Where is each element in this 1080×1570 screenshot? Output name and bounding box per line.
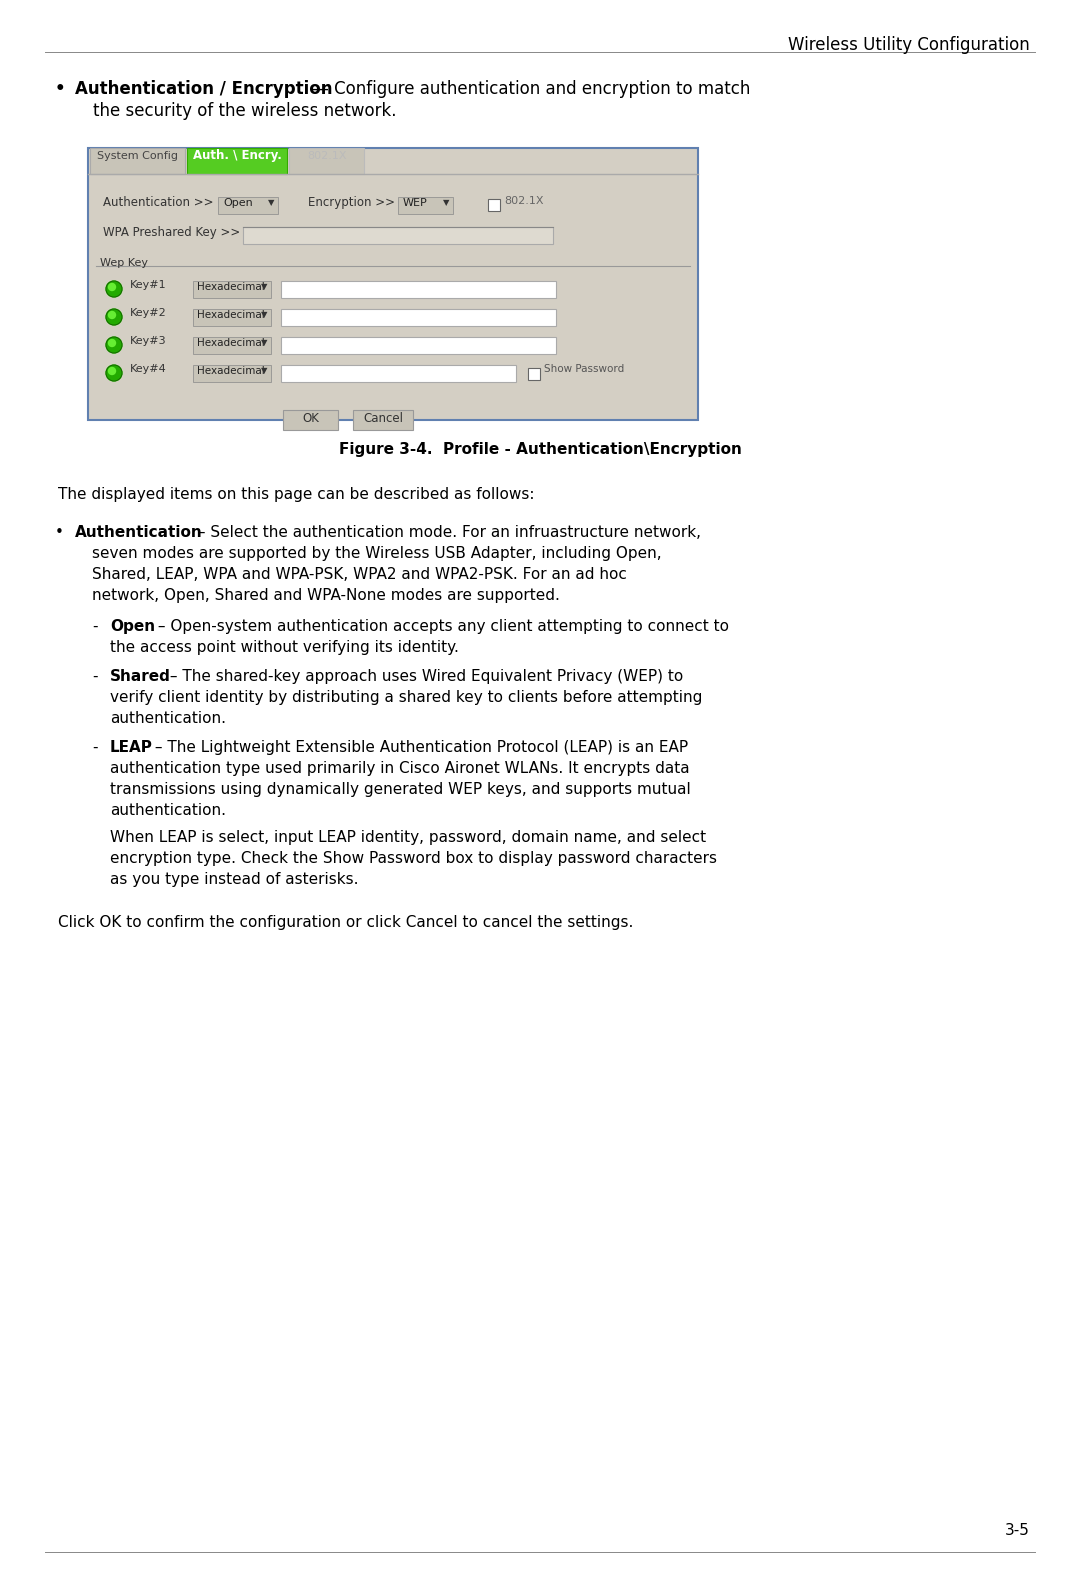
Circle shape xyxy=(108,311,116,319)
FancyBboxPatch shape xyxy=(90,148,185,174)
Circle shape xyxy=(108,339,116,347)
Text: Key#4: Key#4 xyxy=(130,364,166,374)
FancyBboxPatch shape xyxy=(193,338,271,353)
Text: ▼: ▼ xyxy=(261,283,268,290)
Text: Wep Key: Wep Key xyxy=(100,257,148,268)
Text: Open: Open xyxy=(222,198,253,207)
Text: 802.1X: 802.1X xyxy=(307,151,347,162)
Circle shape xyxy=(108,367,116,375)
FancyBboxPatch shape xyxy=(218,196,278,214)
Circle shape xyxy=(106,338,122,353)
Text: -: - xyxy=(92,619,97,634)
FancyBboxPatch shape xyxy=(528,367,540,380)
Text: authentication.: authentication. xyxy=(110,711,226,725)
Text: seven modes are supported by the Wireless USB Adapter, including Open,: seven modes are supported by the Wireles… xyxy=(92,546,662,560)
FancyBboxPatch shape xyxy=(281,309,556,327)
Text: 3-5: 3-5 xyxy=(1005,1523,1030,1539)
Text: Click OK to confirm the configuration or click Cancel to cancel the settings.: Click OK to confirm the configuration or… xyxy=(58,915,633,929)
FancyBboxPatch shape xyxy=(281,364,516,382)
Text: When LEAP is select, input LEAP identity, password, domain name, and select: When LEAP is select, input LEAP identity… xyxy=(110,831,706,845)
Text: Key#3: Key#3 xyxy=(130,336,166,345)
FancyBboxPatch shape xyxy=(281,338,556,353)
Text: Key#1: Key#1 xyxy=(130,279,166,290)
Text: -: - xyxy=(92,739,97,755)
Text: – The shared-key approach uses Wired Equivalent Privacy (WEP) to: – The shared-key approach uses Wired Equ… xyxy=(165,669,684,685)
Text: the security of the wireless network.: the security of the wireless network. xyxy=(93,102,396,119)
Text: authentication type used primarily in Cisco Aironet WLANs. It encrypts data: authentication type used primarily in Ci… xyxy=(110,761,690,776)
FancyBboxPatch shape xyxy=(289,148,364,174)
FancyBboxPatch shape xyxy=(353,410,413,430)
Circle shape xyxy=(106,281,122,297)
Text: verify client identity by distributing a shared key to clients before attempting: verify client identity by distributing a… xyxy=(110,689,702,705)
FancyBboxPatch shape xyxy=(283,410,338,430)
Text: Encryption >>: Encryption >> xyxy=(308,196,395,209)
Circle shape xyxy=(108,284,116,290)
Text: — Configure authentication and encryption to match: — Configure authentication and encryptio… xyxy=(307,80,751,97)
Text: ▼: ▼ xyxy=(268,198,274,207)
Text: – The Lightweight Extensible Authentication Protocol (LEAP) is an EAP: – The Lightweight Extensible Authenticat… xyxy=(150,739,688,755)
Text: ▼: ▼ xyxy=(261,338,268,347)
Text: Authentication / Encryption: Authentication / Encryption xyxy=(75,80,333,97)
Text: LEAP: LEAP xyxy=(110,739,153,755)
Text: as you type instead of asterisks.: as you type instead of asterisks. xyxy=(110,871,359,887)
FancyBboxPatch shape xyxy=(193,364,271,382)
Text: transmissions using dynamically generated WEP keys, and supports mutual: transmissions using dynamically generate… xyxy=(110,782,691,798)
Text: Hexadecimal: Hexadecimal xyxy=(197,283,265,292)
Text: Hexadecimal: Hexadecimal xyxy=(197,309,265,320)
Text: Hexadecimal: Hexadecimal xyxy=(197,338,265,349)
Circle shape xyxy=(106,364,122,382)
Text: 802.1X: 802.1X xyxy=(504,196,543,206)
FancyBboxPatch shape xyxy=(243,228,553,243)
Text: Authentication >>: Authentication >> xyxy=(103,196,214,209)
Text: ▼: ▼ xyxy=(261,366,268,375)
Text: Key#2: Key#2 xyxy=(130,308,166,319)
Text: Authentication: Authentication xyxy=(75,524,203,540)
Text: -: - xyxy=(92,669,97,685)
Text: •: • xyxy=(55,524,64,540)
Text: Auth. \ Encry.: Auth. \ Encry. xyxy=(192,149,282,163)
Text: ▼: ▼ xyxy=(443,198,449,207)
Text: The displayed items on this page can be described as follows:: The displayed items on this page can be … xyxy=(58,487,535,502)
Text: the access point without verifying its identity.: the access point without verifying its i… xyxy=(110,641,459,655)
Text: Show Password: Show Password xyxy=(544,364,624,374)
Text: System Config: System Config xyxy=(97,151,178,162)
FancyBboxPatch shape xyxy=(87,148,698,421)
Text: OK: OK xyxy=(302,411,319,425)
Text: WPA Preshared Key >>: WPA Preshared Key >> xyxy=(103,226,240,239)
FancyBboxPatch shape xyxy=(187,148,287,174)
Text: encryption type. Check the Show Password box to display password characters: encryption type. Check the Show Password… xyxy=(110,851,717,867)
Text: WEP: WEP xyxy=(403,198,428,207)
Text: – Select the authentication mode. For an infruastructure network,: – Select the authentication mode. For an… xyxy=(193,524,701,540)
Text: ▼: ▼ xyxy=(261,309,268,319)
Text: Open: Open xyxy=(110,619,156,634)
FancyBboxPatch shape xyxy=(488,199,500,210)
Text: Cancel: Cancel xyxy=(363,411,403,425)
FancyBboxPatch shape xyxy=(193,281,271,298)
FancyBboxPatch shape xyxy=(193,309,271,327)
Text: – Open-system authentication accepts any client attempting to connect to: – Open-system authentication accepts any… xyxy=(153,619,729,634)
Text: network, Open, Shared and WPA-None modes are supported.: network, Open, Shared and WPA-None modes… xyxy=(92,589,559,603)
FancyBboxPatch shape xyxy=(281,281,556,298)
Text: Hexadecimal: Hexadecimal xyxy=(197,366,265,375)
Text: •: • xyxy=(55,80,66,97)
Text: authentication.: authentication. xyxy=(110,802,226,818)
Text: Wireless Utility Configuration: Wireless Utility Configuration xyxy=(788,36,1030,53)
Text: Figure 3-4.  Profile - Authentication\Encryption: Figure 3-4. Profile - Authentication\Enc… xyxy=(338,443,742,457)
Circle shape xyxy=(106,309,122,325)
FancyBboxPatch shape xyxy=(399,196,453,214)
Text: Shared: Shared xyxy=(110,669,171,685)
Text: Shared, LEAP, WPA and WPA-PSK, WPA2 and WPA2-PSK. For an ad hoc: Shared, LEAP, WPA and WPA-PSK, WPA2 and … xyxy=(92,567,626,582)
